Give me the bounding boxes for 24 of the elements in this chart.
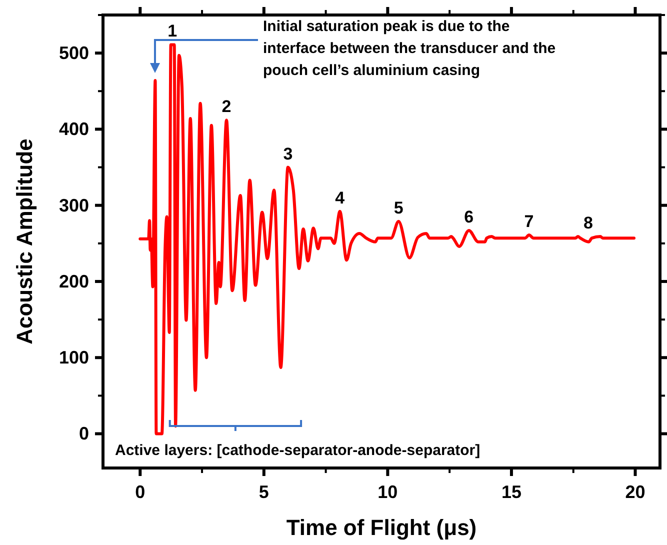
y-tick-label: 300 [58,195,89,216]
annotation: 7 [524,212,534,232]
y-tick-label: 0 [78,424,89,444]
annotation: 5 [394,198,404,218]
y-tick-label: 100 [58,348,89,368]
line-series [138,43,636,436]
y-tick-label: 500 [58,43,89,64]
annotation: 6 [464,207,474,226]
y-tick-label: 400 [58,119,89,140]
x-tick-label: 10 [378,482,398,502]
annotation: Active layers: [cathode-separator-anode-separator] [115,442,480,459]
y-tick-label: 200 [58,271,89,292]
x-tick-label: 5 [258,482,269,502]
annotation: 1 [168,22,178,41]
x-tick-label: 15 [501,482,522,502]
y-axis-title: Acoustic Amplitude [12,138,37,344]
annotation: 3 [283,144,293,164]
x-tick-label: 20 [625,482,646,502]
x-tick-label: 0 [135,482,146,502]
annotation: 8 [583,214,593,233]
annotation: 4 [335,188,346,208]
x-axis-title: Time of Flight (μs) [286,515,477,540]
annotation: 2 [222,97,232,116]
annotation: Initial saturation peak is due to the interface between the transducer and the pouch cell’s aluminium casing [263,18,556,79]
